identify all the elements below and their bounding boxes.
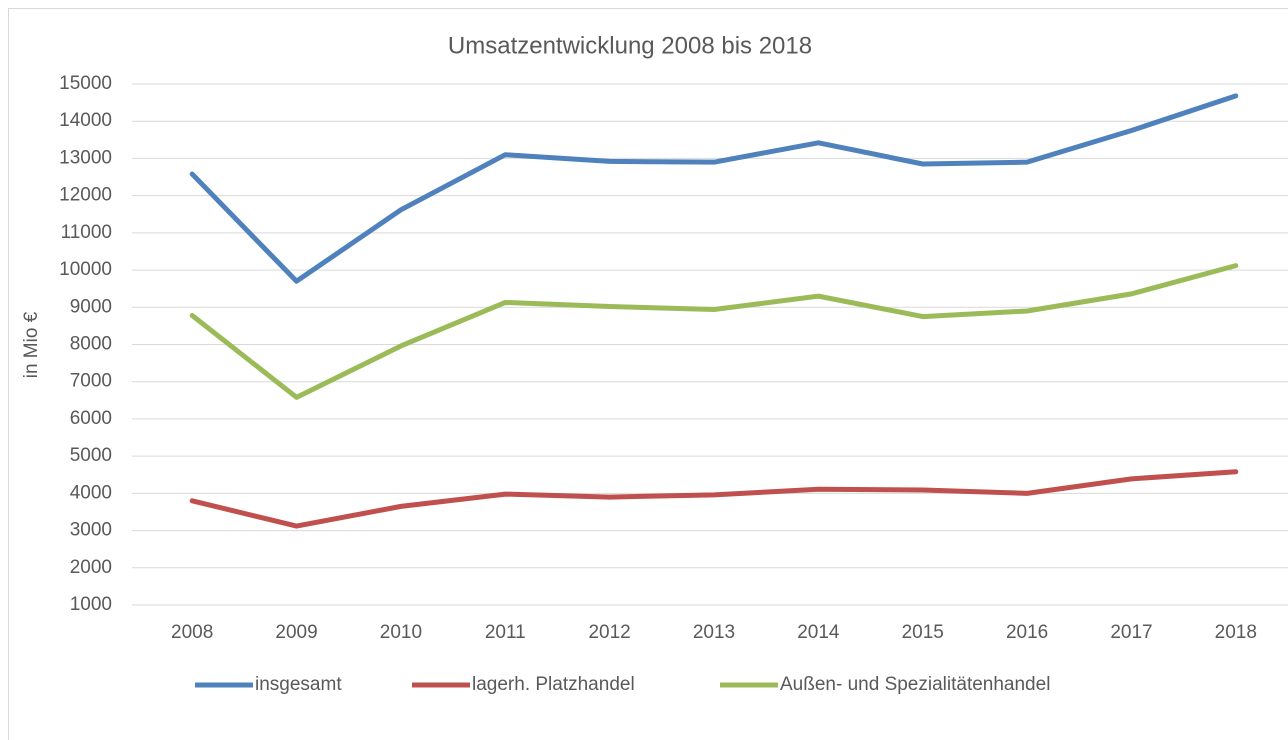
y-tick-label: 7000 [70, 371, 112, 392]
legend-label: Außen- und Spezialitätenhandel [780, 674, 1050, 695]
y-tick-label: 4000 [70, 482, 112, 503]
chart-frame [8, 8, 1288, 740]
y-tick-label: 5000 [70, 445, 112, 466]
y-tick-label: 1000 [70, 594, 112, 615]
y-tick-label: 13000 [59, 147, 112, 168]
line-series [189, 93, 1239, 284]
x-tick-label: 2016 [1006, 622, 1048, 643]
x-tick-label: 2017 [1110, 622, 1152, 643]
x-tick-label: 2011 [485, 622, 526, 643]
y-tick-label: 9000 [70, 296, 112, 317]
x-tick-label: 2010 [380, 622, 422, 643]
y-tick-label: 11000 [61, 222, 112, 243]
x-tick-label: 2012 [588, 622, 630, 643]
y-tick-label: 2000 [70, 557, 112, 578]
legend-label: insgesamt [255, 674, 342, 695]
line-series [189, 469, 1239, 529]
line-series [189, 263, 1239, 400]
y-tick-label: 6000 [70, 408, 112, 429]
y-tick-label: 12000 [59, 185, 112, 206]
y-tick-label: 10000 [59, 259, 112, 280]
x-tick-label: 2008 [171, 622, 213, 643]
chart-title: Umsatzentwicklung 2008 bis 2018 [448, 32, 812, 59]
y-tick-label: 8000 [70, 334, 112, 355]
legend-label: lagerh. Platzhandel [472, 674, 635, 695]
y-tick-label: 15000 [59, 73, 112, 94]
y-tick-label: 14000 [59, 110, 112, 131]
y-axis-title: in Mio € [21, 311, 42, 378]
x-tick-label: 2018 [1215, 622, 1257, 643]
y-tick-label: 3000 [70, 520, 112, 541]
x-tick-label: 2013 [693, 622, 735, 643]
x-tick-label: 2009 [275, 622, 317, 643]
x-tick-label: 2014 [797, 622, 840, 643]
x-tick-label: 2015 [902, 622, 944, 643]
